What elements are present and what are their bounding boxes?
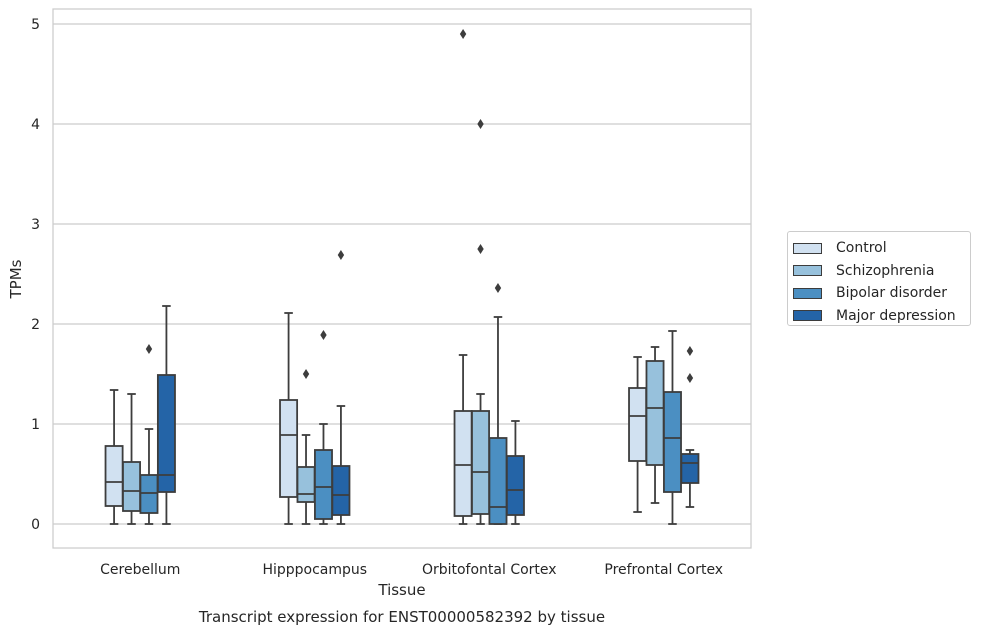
x-axis-label: Tissue [377,581,425,599]
x-tick-labels: Cerebellum Hipppocampus Orbitofontal Corte… [100,562,723,578]
outlier-point [337,250,345,260]
box-body [296,466,316,503]
box-body [279,399,299,498]
legend: Control Schizophrenia Bipolar disorder Majo… [787,231,971,326]
x-tick-label: Orbitofontal Cortex [422,562,557,578]
box-body [453,410,473,517]
box-0-2 [139,344,159,525]
box-body [471,410,490,515]
legend-item: Schizophrenia [793,260,970,283]
box-0-0 [104,389,124,525]
box-body [628,387,648,462]
outlier-point [320,330,327,340]
box-3-2 [663,330,682,525]
box-body [331,465,351,516]
legend-label: Major depression [836,307,956,324]
box-body [680,453,700,484]
box-body [663,391,682,493]
legend-swatch [793,310,822,322]
outlier-point [686,346,694,356]
box-0-3 [156,305,176,525]
box-marks [104,29,700,525]
box-body [645,360,665,466]
y-axis-label: TPMs [7,259,25,299]
box-body [139,474,159,514]
box-3-3 [680,346,700,508]
y-tick-labels: 0 1 2 3 4 5 [31,17,40,533]
y-tick-label: 0 [31,517,40,533]
y-tick-label: 2 [31,317,40,333]
box-body [122,461,141,512]
legend-label: Control [836,240,887,257]
box-body [505,455,525,516]
legend-swatch [793,265,822,277]
box-body [104,445,124,507]
legend-item: Bipolar disorder [793,282,970,305]
x-tick-label: Prefrontal Cortex [604,562,723,578]
x-tick-label: Cerebellum [100,562,180,578]
y-tick-label: 4 [31,117,40,133]
box-1-0 [279,312,299,525]
outlier-point [477,244,484,254]
plot-frame [52,8,752,549]
legend-item: Major depression [793,305,970,328]
box-body [314,449,333,520]
legend-item: Control [793,237,970,260]
outlier-point [459,29,467,39]
outlier-point [477,119,484,129]
box-body [488,437,508,525]
outlier-point [145,344,153,354]
box-body [156,374,176,493]
box-2-3 [505,420,525,525]
outlier-point [302,369,310,379]
outlier-point [686,373,694,383]
y-tick-label: 5 [31,17,40,33]
legend-label: Bipolar disorder [836,285,948,302]
legend-label: Schizophrenia [836,262,935,279]
legend-swatch [793,242,822,254]
y-tick-label: 3 [31,217,40,233]
y-tick-label: 1 [31,417,40,433]
outlier-point [494,283,502,293]
box-2-1 [471,119,490,525]
chart-title: Transcript expression for ENST0000058239… [198,608,605,626]
legend-swatch [793,287,822,299]
box-1-3 [331,250,351,525]
box-1-1 [296,369,316,525]
x-tick-label: Hipppocampus [262,562,367,578]
